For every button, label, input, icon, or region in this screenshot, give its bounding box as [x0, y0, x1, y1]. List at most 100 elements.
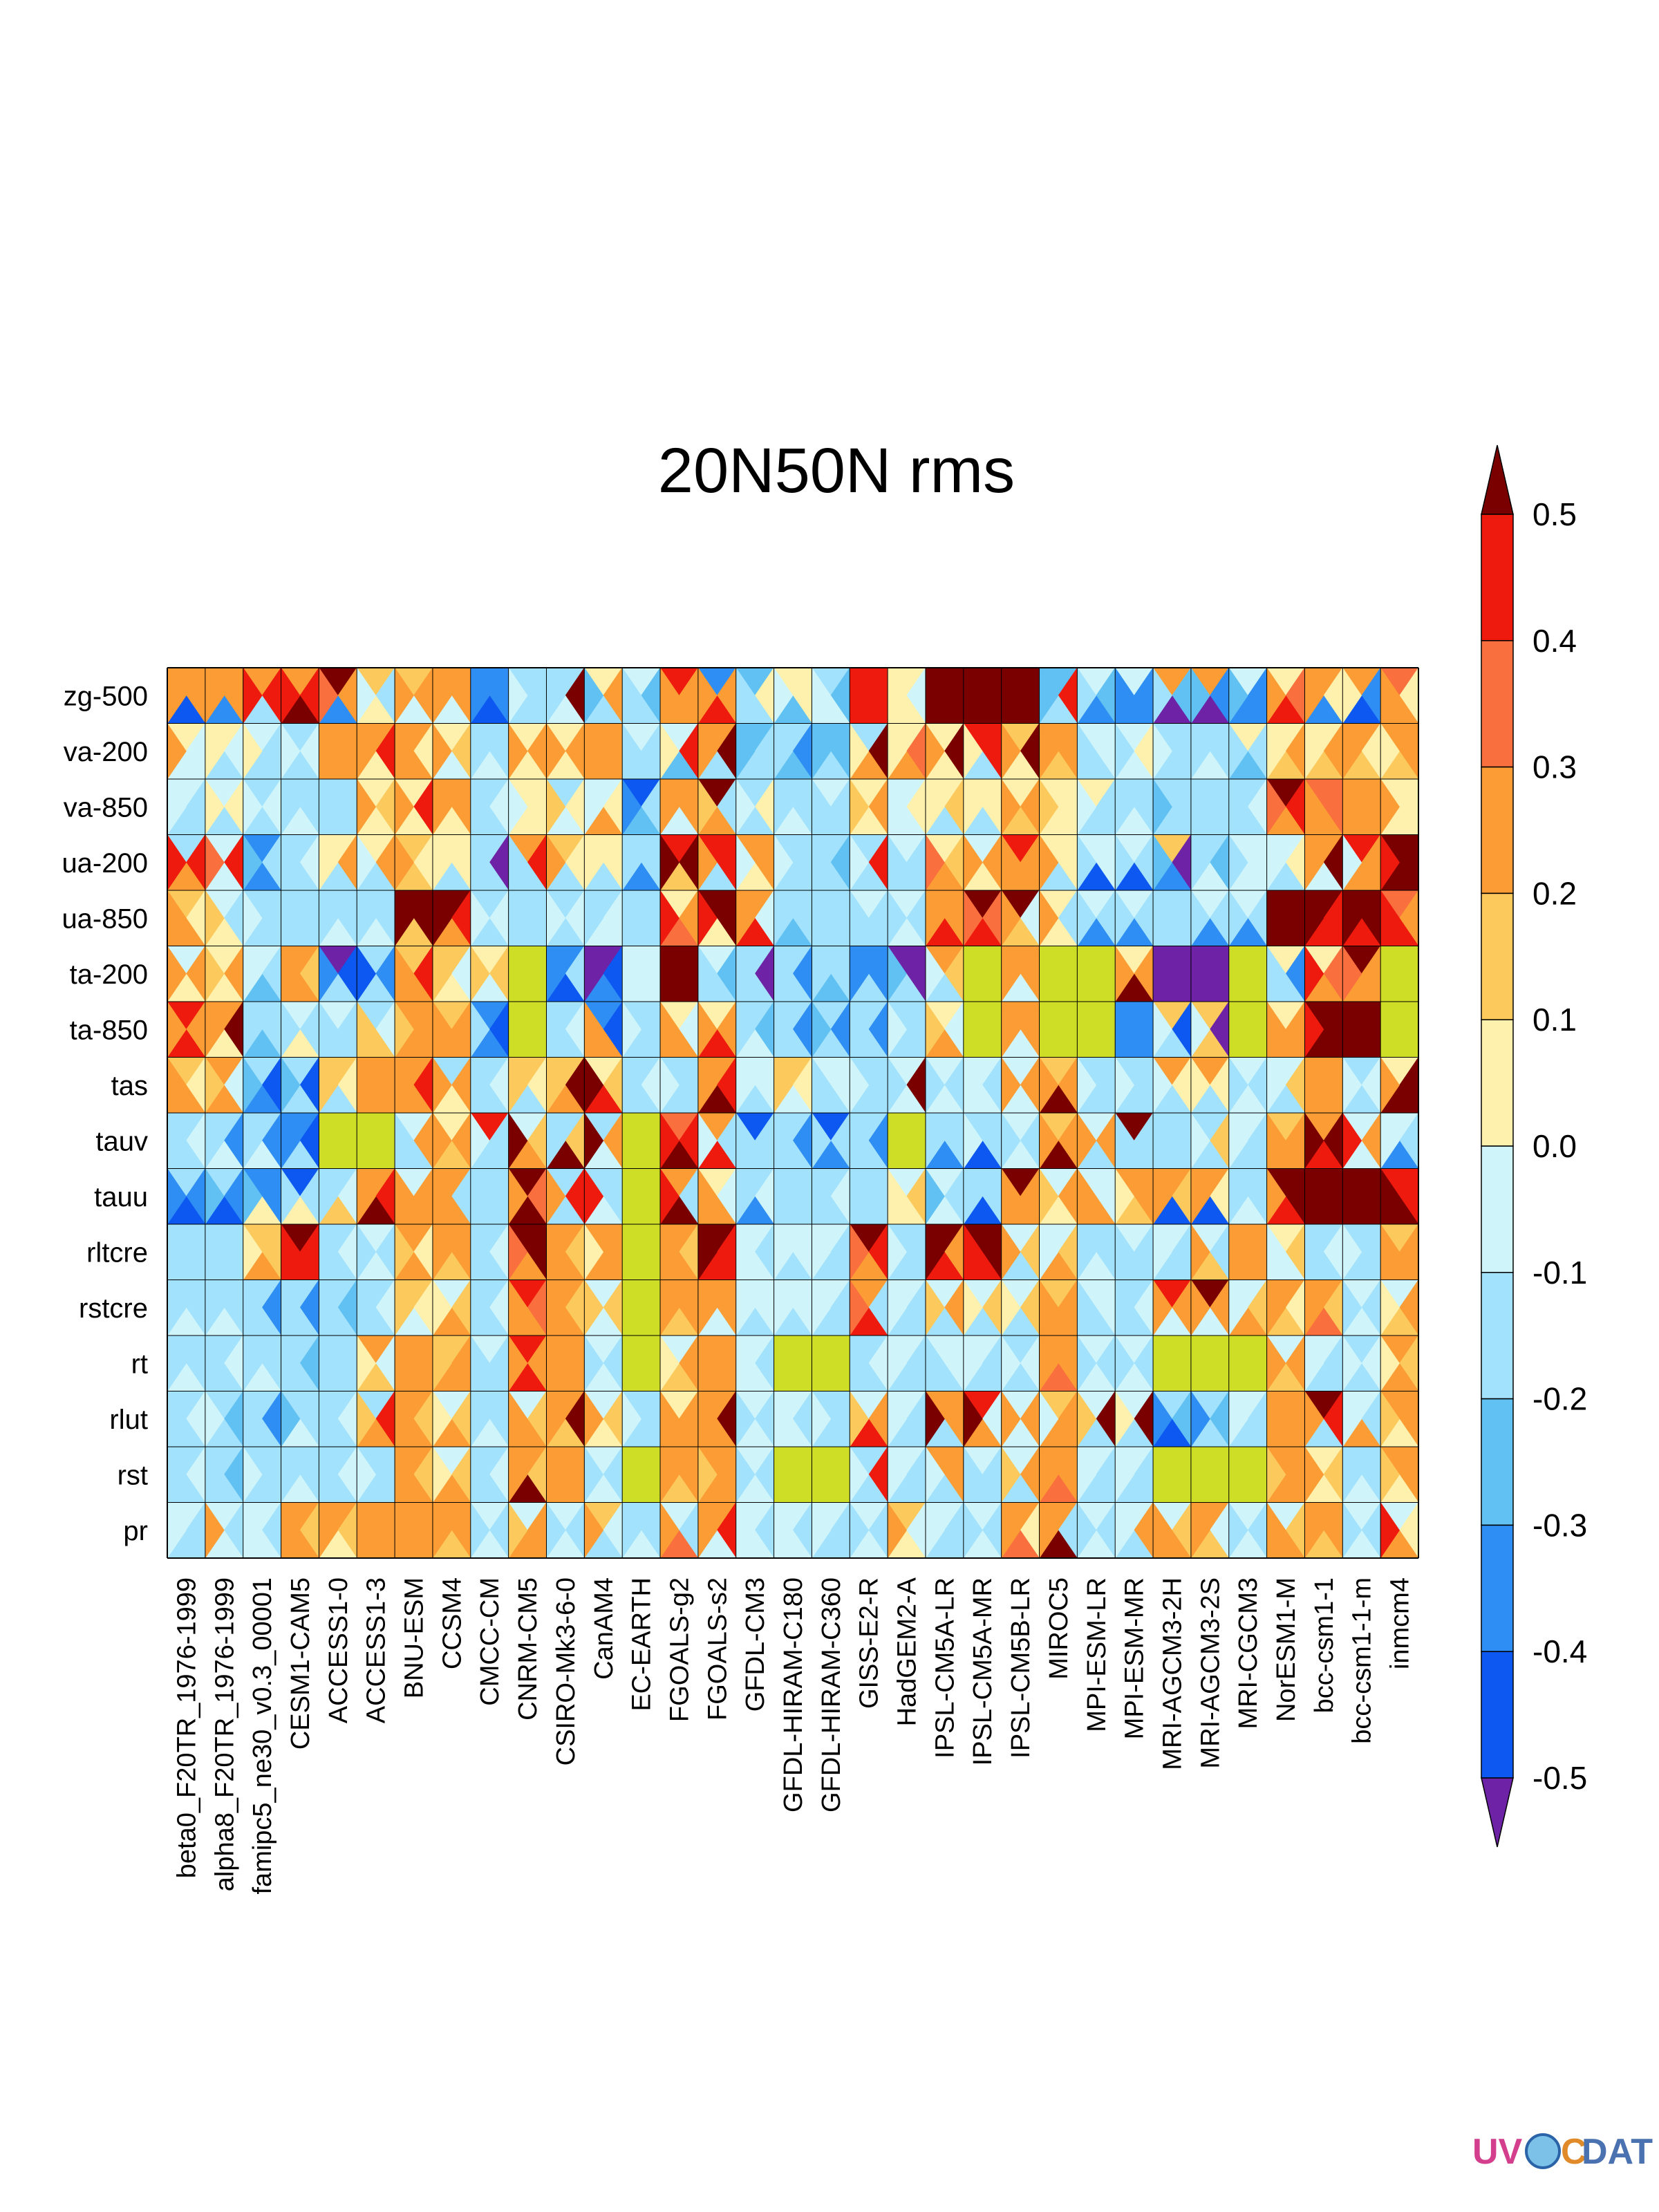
colorbar-label: -0.1: [1533, 1255, 1587, 1291]
heatmap-cell-missing: [622, 1113, 661, 1169]
heatmap-cells: [167, 667, 1419, 1559]
heatmap-cell-missing: [1380, 946, 1418, 1002]
heatmap-grid: [167, 667, 1419, 1559]
heatmap-cell-missing: [774, 1335, 812, 1391]
logo-globe-icon: [1525, 2133, 1561, 2169]
heatmap-cell-missing: [1190, 1335, 1229, 1391]
column-label: MRI-CGCM3: [1234, 1577, 1263, 1730]
colorbar-label: -0.5: [1533, 1760, 1587, 1796]
colorbar: 0.5 0.4 0.3 0.2 0.1 0.0 -0.1 -0.2 -0.3 -0.4 -0.5: [1481, 444, 1587, 1848]
colorbar-swatch: [1481, 892, 1514, 1020]
colorbar-label: 0.3: [1533, 749, 1577, 785]
column-label: inmcm4: [1386, 1577, 1415, 1669]
colorbar-swatch: [1481, 1145, 1514, 1273]
colorbar-swatch: [1481, 1272, 1514, 1400]
column-label: BNU-ESM: [400, 1577, 429, 1698]
column-label: famipc5_ne30_v0.3_00001: [248, 1577, 277, 1895]
column-label: GISS-E2-R: [855, 1577, 884, 1709]
column-label: IPSL-CM5B-LR: [1006, 1577, 1035, 1759]
colorbar-label: -0.2: [1533, 1381, 1587, 1417]
colorbar-swatch: [1481, 1398, 1514, 1526]
column-label: FGOALS-s2: [703, 1577, 732, 1721]
heatmap-cell-missing: [622, 1447, 661, 1503]
column-label: alpha8_F20TR_1976-1999: [210, 1577, 239, 1891]
heatmap-cell-missing: [1228, 1447, 1267, 1503]
colorbar-underflow-arrow: [1481, 1777, 1514, 1848]
colorbar-swatch: [1481, 514, 1514, 641]
column-label: CNRM-CM5: [514, 1577, 543, 1721]
logo-text-c: C: [1561, 2132, 1587, 2172]
column-label: GFDL-HIRAM-C180: [779, 1577, 808, 1812]
heatmap-cell-missing: [812, 1335, 850, 1391]
column-label: MIROC5: [1044, 1577, 1074, 1680]
column-label: bcc-csm1-1-m: [1348, 1577, 1377, 1744]
row-label: rt: [131, 1349, 148, 1379]
colorbar-label: 0.0: [1533, 1128, 1577, 1164]
row-label: ua-200: [62, 848, 148, 879]
row-label: tauu: [94, 1182, 148, 1212]
row-label: ta-850: [70, 1015, 148, 1045]
row-label: rlut: [109, 1405, 148, 1435]
heatmap-cell-missing: [1228, 1335, 1267, 1391]
heatmap-cell-missing: [508, 946, 547, 1002]
column-label: HadGEM2-A: [893, 1577, 922, 1726]
column-label: CMCC-CM: [476, 1577, 505, 1706]
column-label: bcc-csm1-1: [1310, 1577, 1339, 1713]
column-label: CanAM4: [590, 1577, 619, 1680]
colorbar-label: 0.2: [1533, 875, 1577, 911]
heatmap-cell-missing: [888, 1113, 926, 1169]
heatmap-cell-missing: [1190, 1447, 1229, 1503]
column-label: GFDL-HIRAM-C360: [817, 1577, 846, 1812]
column-label: FGOALS-g2: [665, 1577, 694, 1722]
colorbar-swatch: [1481, 1524, 1514, 1652]
heatmap-cell-missing: [508, 1002, 547, 1058]
column-label: MPI-ESM-MR: [1121, 1577, 1150, 1739]
colorbar-swatch: [1481, 640, 1514, 768]
column-label: IPSL-CM5A-LR: [930, 1577, 959, 1759]
row-label: va-200: [64, 737, 148, 767]
heatmap-cell-missing: [812, 1447, 850, 1503]
heatmap-cell-missing: [774, 1447, 812, 1503]
heatmap-cell-missing: [963, 1002, 1002, 1058]
heatmap-cell-missing: [963, 946, 1002, 1002]
colorbar-label: 0.4: [1533, 623, 1577, 659]
heatmap-cell-missing: [1039, 1002, 1078, 1058]
row-label: zg-500: [64, 681, 148, 711]
heatmap-cell-missing: [1380, 1002, 1418, 1058]
colorbar-label: -0.4: [1533, 1633, 1587, 1669]
heatmap-cell-missing: [1077, 1002, 1116, 1058]
heatmap-cell-missing: [622, 1168, 661, 1224]
column-label: IPSL-CM5A-MR: [968, 1577, 997, 1765]
heatmap-cell-missing: [622, 1335, 661, 1391]
column-label: MRI-AGCM3-2H: [1158, 1577, 1187, 1770]
heatmap-cell-missing: [357, 1113, 395, 1169]
row-label: tauv: [95, 1126, 148, 1156]
row-labels: zg-500 va-200 va-850 ua-200 ua-850 ta-200 ta-8…: [62, 681, 148, 1546]
column-label: GFDL-CM3: [741, 1577, 770, 1712]
column-label: MPI-ESM-LR: [1082, 1577, 1112, 1732]
heatmap-cell-missing: [1077, 946, 1116, 1002]
heatmap-cell-missing: [1153, 1447, 1191, 1503]
colorbar-overflow-arrow: [1481, 444, 1514, 515]
chart-title: 20N50N rms: [658, 435, 1015, 506]
column-label: ACCESS1-0: [324, 1577, 353, 1723]
heatmap-cell-missing: [622, 1224, 661, 1280]
column-label: CSIRO-Mk3-6-0: [552, 1577, 581, 1765]
heatmap-cell-missing: [1228, 1002, 1267, 1058]
row-label: va-850: [64, 792, 148, 823]
heatmap-cell-missing: [1153, 1335, 1191, 1391]
row-label: tas: [111, 1071, 148, 1101]
heatmap-cell-missing: [622, 1280, 661, 1335]
colorbar-label: 0.5: [1533, 496, 1577, 532]
column-labels: beta0_F20TR_1976-1999 alpha8_F20TR_1976-1…: [172, 1577, 1414, 1894]
column-label: CCSM4: [438, 1577, 467, 1669]
column-label: beta0_F20TR_1976-1999: [172, 1577, 201, 1878]
column-label: EC-EARTH: [628, 1577, 657, 1712]
row-label: rstcre: [79, 1293, 148, 1324]
heatmap-cell-missing: [1039, 946, 1078, 1002]
row-label: ua-850: [62, 903, 148, 934]
column-label: NorESM1-M: [1272, 1577, 1301, 1722]
column-label: MRI-AGCM3-2S: [1196, 1577, 1225, 1769]
